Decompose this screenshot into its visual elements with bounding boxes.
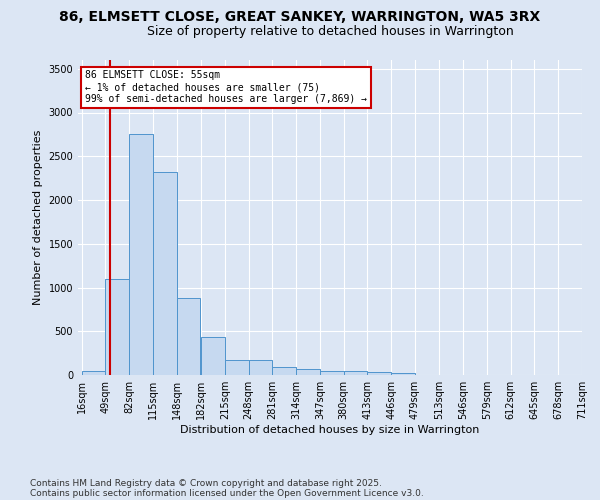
- Text: Contains HM Land Registry data © Crown copyright and database right 2025.: Contains HM Land Registry data © Crown c…: [30, 478, 382, 488]
- Bar: [367, 372, 391, 375]
- Bar: [272, 367, 296, 375]
- Bar: [344, 370, 367, 375]
- Text: 86, ELMSETT CLOSE, GREAT SANKEY, WARRINGTON, WA5 3RX: 86, ELMSETT CLOSE, GREAT SANKEY, WARRING…: [59, 10, 541, 24]
- Bar: [176, 298, 200, 375]
- Bar: [248, 360, 272, 375]
- Bar: [320, 370, 344, 375]
- Bar: [201, 336, 225, 375]
- X-axis label: Distribution of detached houses by size in Warrington: Distribution of detached houses by size …: [181, 425, 479, 435]
- Bar: [82, 370, 106, 375]
- Bar: [153, 172, 176, 375]
- Bar: [296, 370, 320, 375]
- Bar: [129, 134, 153, 375]
- Text: 86 ELMSETT CLOSE: 55sqm
← 1% of detached houses are smaller (75)
99% of semi-det: 86 ELMSETT CLOSE: 55sqm ← 1% of detached…: [85, 70, 367, 104]
- Title: Size of property relative to detached houses in Warrington: Size of property relative to detached ho…: [146, 25, 514, 38]
- Text: Contains public sector information licensed under the Open Government Licence v3: Contains public sector information licen…: [30, 488, 424, 498]
- Bar: [391, 373, 415, 375]
- Y-axis label: Number of detached properties: Number of detached properties: [33, 130, 43, 305]
- Bar: [225, 360, 248, 375]
- Bar: [106, 279, 129, 375]
